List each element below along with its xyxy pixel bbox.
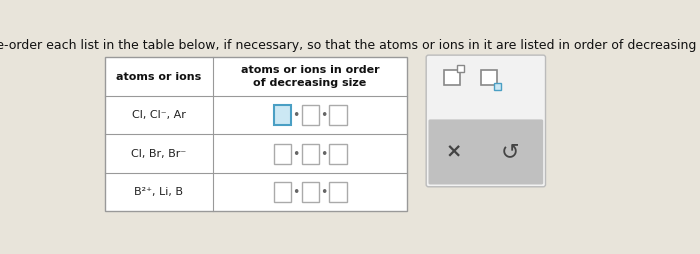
Text: ×: × [445,142,461,162]
Text: •: • [293,186,300,199]
Bar [330,182,346,202]
Bar [457,65,464,72]
Text: Cl, Br, Br⁻: Cl, Br, Br⁻ [132,149,187,159]
Bar [481,70,497,85]
Bar [302,182,318,202]
Bar [302,105,318,125]
FancyBboxPatch shape [426,55,545,187]
Text: •: • [321,109,328,122]
Bar [330,105,346,125]
Bar [104,57,407,211]
Bar [274,105,290,125]
Bar [444,70,459,85]
Text: B²⁺, Li, B: B²⁺, Li, B [134,187,183,197]
FancyBboxPatch shape [428,119,543,184]
Text: •: • [293,109,300,122]
Text: ↺: ↺ [500,142,519,162]
Text: •: • [293,148,300,161]
Bar [494,83,501,90]
Text: •: • [321,148,328,161]
Bar [274,144,290,164]
Text: atoms or ions: atoms or ions [116,72,202,82]
Text: Cl, Cl⁻, Ar: Cl, Cl⁻, Ar [132,110,186,120]
Bar [302,144,318,164]
Text: •: • [321,186,328,199]
Bar [274,182,290,202]
Text: Re-order each list in the table below, if necessary, so that the atoms or ions i: Re-order each list in the table below, i… [0,39,700,52]
Text: atoms or ions in order
of decreasing size: atoms or ions in order of decreasing siz… [241,65,379,88]
Bar [330,144,346,164]
